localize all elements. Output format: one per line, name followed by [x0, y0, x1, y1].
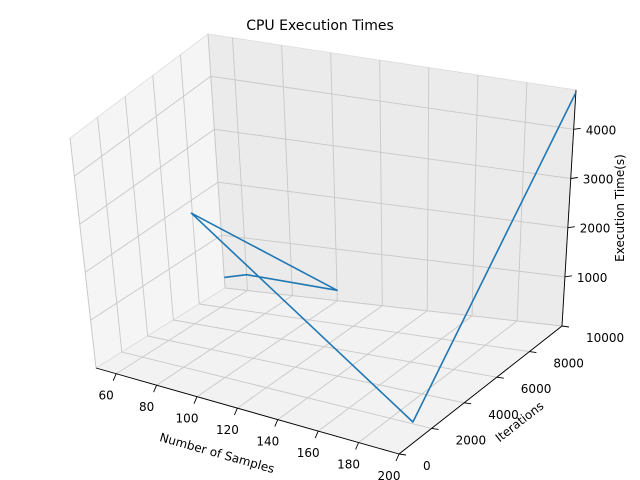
- x-tick-label: 200: [378, 469, 401, 480]
- z-gridline: [84, 181, 219, 273]
- y-tick: [529, 351, 537, 354]
- y-tick-label: 8000: [553, 357, 584, 371]
- z-tick-label: 4000: [586, 123, 617, 137]
- x-tick-label: 120: [216, 423, 239, 437]
- x-axis-line: [95, 367, 400, 455]
- z-tick-label: 2000: [580, 222, 611, 236]
- x-gridline: [358, 320, 518, 443]
- x-tick: [193, 396, 198, 404]
- x-tick-label: 80: [139, 400, 154, 414]
- x-tick-label: 60: [99, 389, 114, 403]
- z-tick: [564, 275, 572, 278]
- z-tick-label: 1000: [577, 271, 608, 285]
- y-axis-label: Iterations: [493, 399, 547, 445]
- tick-marks: [112, 127, 581, 462]
- y-tick-label: 0: [423, 459, 431, 473]
- z-gridline: [90, 234, 222, 321]
- y-gridline: [199, 303, 530, 353]
- z-tick: [570, 177, 578, 179]
- x-tick: [274, 419, 279, 427]
- y-tick-label: 4000: [488, 408, 519, 422]
- y-tick: [431, 427, 439, 430]
- y-gridline: [121, 351, 432, 429]
- z-gridline: [214, 128, 571, 179]
- chart-title: CPU Execution Times: [246, 18, 394, 34]
- y-tick: [398, 453, 407, 456]
- tick-labels: 6080100120140160180200020004000600080001…: [99, 123, 625, 480]
- z-axis-label: Execution Time(s): [613, 154, 627, 262]
- x-tick: [355, 442, 360, 450]
- x-tick: [112, 373, 117, 381]
- y-gridline: [147, 335, 465, 404]
- y-gridline: [224, 287, 563, 327]
- y-tick: [464, 402, 472, 405]
- z-gridline: [217, 181, 568, 229]
- z-gridline: [74, 75, 212, 177]
- gridlines: [69, 33, 577, 455]
- y-tick: [496, 376, 504, 379]
- x-tick: [233, 407, 238, 416]
- z-tick: [573, 127, 581, 130]
- x-gridline: [156, 295, 293, 386]
- z-axis-line: [561, 89, 577, 327]
- y-tick-label: 10000: [586, 331, 624, 345]
- back-pane: [207, 33, 577, 327]
- z-tick-label: 3000: [583, 173, 614, 187]
- x-gridline: [317, 315, 473, 432]
- x-tick: [395, 453, 400, 462]
- x-gridline: [196, 300, 338, 398]
- z-gridline: [210, 75, 574, 130]
- x-tick-label: 140: [256, 435, 279, 449]
- x-tick-label: 160: [297, 446, 320, 460]
- series-line-0: [190, 92, 577, 423]
- x-tick: [153, 385, 158, 393]
- x-tick-label: 180: [337, 458, 360, 472]
- axis-lines: [95, 89, 577, 455]
- series-layer: [190, 92, 577, 423]
- x-tick: [314, 430, 319, 439]
- x-gridline: [237, 305, 383, 409]
- z-gridline: [79, 128, 215, 225]
- y-tick: [561, 325, 570, 328]
- y-tick-label: 2000: [456, 433, 487, 447]
- x-tick-label: 100: [176, 412, 199, 426]
- y-tick-label: 6000: [521, 382, 552, 396]
- z-gridline: [221, 234, 565, 278]
- x-gridline: [115, 290, 248, 375]
- z-tick: [567, 226, 575, 229]
- y-axis-line: [398, 325, 563, 455]
